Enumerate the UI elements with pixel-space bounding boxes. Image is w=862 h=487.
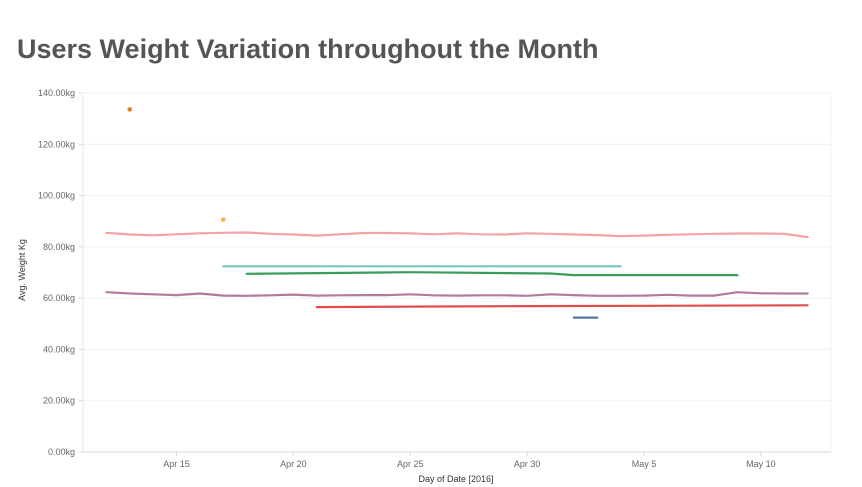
x-axis-title: Day of Date [2016]: [418, 474, 493, 484]
axes: 0.00kg 20.00kg 40.00kg 60.00kg 80.00kg 100.00…: [38, 88, 832, 469]
y-tick-label: 120.00kg: [38, 139, 75, 149]
series-line-5[interactable]: [315, 304, 809, 309]
y-axis-title: Avg. Weight Kg: [17, 239, 27, 301]
series-line-2[interactable]: [105, 291, 809, 297]
y-tick-label: 60.00kg: [43, 293, 75, 303]
x-tick-label: May 10: [746, 459, 776, 469]
series-line-1[interactable]: [105, 231, 809, 239]
chart-title: Users Weight Variation throughout the Mo…: [17, 34, 599, 64]
x-tick-label: Apr 25: [397, 459, 424, 469]
data-point[interactable]: [220, 217, 226, 222]
y-tick-label: 0.00kg: [48, 447, 75, 457]
series-layer: [105, 107, 809, 319]
y-tick-label: 80.00kg: [43, 242, 75, 252]
x-tick-label: Apr 20: [280, 459, 307, 469]
series-line-4[interactable]: [245, 271, 739, 277]
y-tick-label: 140.00kg: [38, 88, 75, 98]
x-tick-label: May 5: [632, 459, 657, 469]
x-tick-label: Apr 30: [514, 459, 541, 469]
x-tick-label: Apr 15: [163, 459, 190, 469]
data-point[interactable]: [127, 107, 133, 112]
y-tick-label: 100.00kg: [38, 191, 75, 201]
y-tick-label: 20.00kg: [43, 396, 75, 406]
y-tick-label: 40.00kg: [43, 344, 75, 354]
